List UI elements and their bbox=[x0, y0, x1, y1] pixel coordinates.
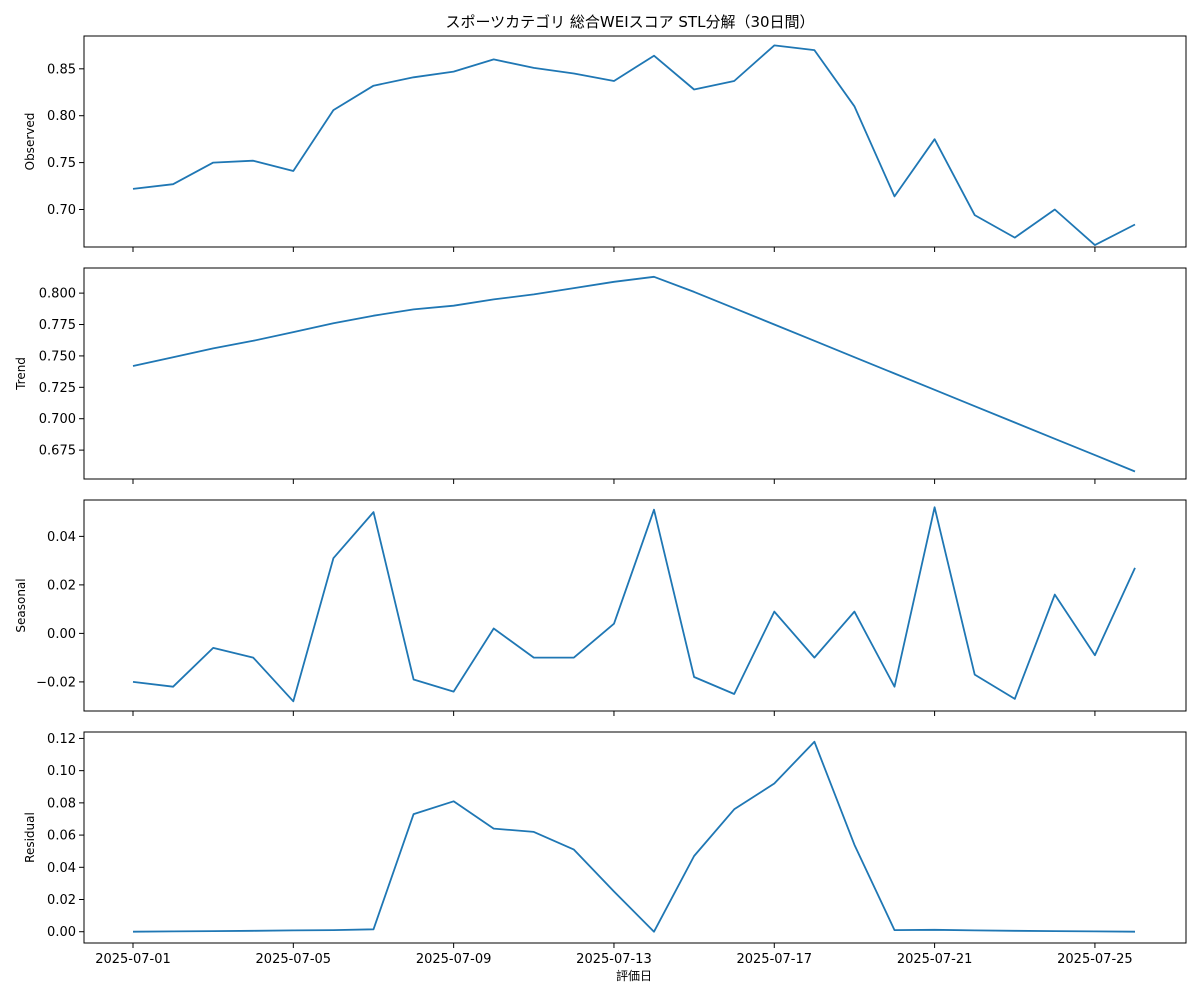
panel-residual: 0.00 0.02 0.04 0.06 0.08 0.10 0.12 2025-07-01 20… bbox=[23, 731, 1187, 967]
panel-seasonal: −0.02 0.00 0.02 0.04 Seasonal bbox=[14, 499, 1187, 716]
panel-frame bbox=[83, 35, 1187, 248]
panel-trend: 0.675 0.700 0.725 0.750 0.775 0.800 Trend bbox=[14, 267, 1187, 484]
y-axis-label-observed: Observed bbox=[23, 113, 37, 171]
x-axis-label: 評価日 bbox=[616, 968, 652, 983]
y-axis-label-trend: Trend bbox=[14, 357, 28, 391]
y-tick-label: −0.02 bbox=[36, 675, 76, 690]
series-line-residual bbox=[132, 740, 1136, 933]
y-tick-label: 0.12 bbox=[47, 732, 76, 747]
series-line-observed bbox=[132, 44, 1136, 247]
panel-frame bbox=[83, 267, 1187, 480]
y-tick-label: 0.04 bbox=[47, 530, 76, 545]
y-tick-label: 0.725 bbox=[39, 381, 76, 396]
y-tick-label: 0.04 bbox=[47, 861, 76, 876]
y-tick-label: 0.75 bbox=[47, 156, 76, 171]
y-tick-label: 0.85 bbox=[47, 62, 76, 77]
y-tick-label: 0.675 bbox=[39, 444, 76, 459]
y-axis-label-residual: Residual bbox=[23, 812, 37, 863]
y-tick-label: 0.750 bbox=[39, 349, 76, 364]
x-tick-label: 2025-07-13 bbox=[576, 952, 652, 967]
panel-frame bbox=[83, 499, 1187, 712]
x-tick-label: 2025-07-25 bbox=[1057, 952, 1133, 967]
series-line-trend bbox=[132, 275, 1136, 473]
y-tick-label: 0.70 bbox=[47, 203, 76, 218]
y-tick-label: 0.08 bbox=[47, 796, 76, 811]
y-tick-label: 0.700 bbox=[39, 412, 76, 427]
y-tick-label: 0.00 bbox=[47, 627, 76, 642]
y-tick-label: 0.02 bbox=[47, 893, 76, 908]
x-tick-label: 2025-07-21 bbox=[897, 952, 973, 967]
y-tick-label: 0.80 bbox=[47, 109, 76, 124]
panel-observed: 0.70 0.75 0.80 0.85 Observed bbox=[23, 35, 1187, 252]
y-tick-label: 0.775 bbox=[39, 318, 76, 333]
y-tick-label: 0.800 bbox=[39, 287, 76, 302]
series-line-seasonal bbox=[132, 506, 1136, 703]
y-axis-label-seasonal: Seasonal bbox=[14, 578, 28, 632]
panel-frame bbox=[83, 731, 1187, 944]
x-tick-label: 2025-07-05 bbox=[256, 952, 332, 967]
y-tick-label: 0.00 bbox=[47, 925, 76, 940]
x-tick-label: 2025-07-09 bbox=[416, 952, 492, 967]
y-tick-label: 0.06 bbox=[47, 829, 76, 844]
y-tick-label: 0.02 bbox=[47, 578, 76, 593]
x-tick-label: 2025-07-01 bbox=[95, 952, 171, 967]
x-tick-label: 2025-07-17 bbox=[736, 952, 812, 967]
chart-title: スポーツカテゴリ 総合WEIスコア STL分解（30日間） bbox=[445, 13, 814, 31]
y-tick-label: 0.10 bbox=[47, 764, 76, 779]
